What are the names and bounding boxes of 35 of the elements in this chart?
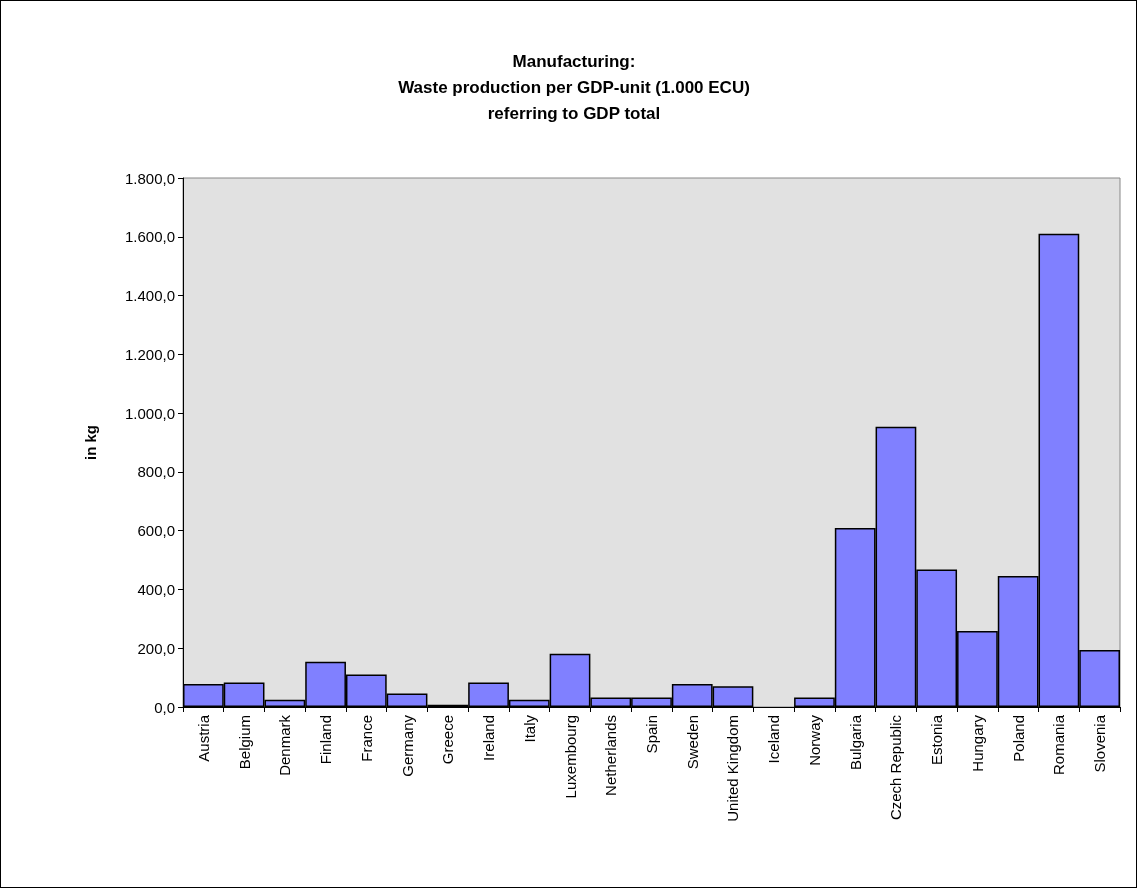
y-tick-label: 1.400,0 xyxy=(124,287,175,305)
x-tick-label: Germany xyxy=(398,714,416,777)
x-tick-label: Luxembourg xyxy=(561,715,579,799)
y-tick-label: 1.000,0 xyxy=(124,404,175,422)
x-tick-label: France xyxy=(357,715,375,762)
y-tick-label: 1.200,0 xyxy=(124,345,175,363)
y-tick-label: 0,0 xyxy=(154,698,175,716)
x-tick-label: Poland xyxy=(1009,715,1027,762)
x-tick-label: Iceland xyxy=(765,715,783,764)
y-axis-title: in kg xyxy=(82,424,99,461)
x-tick-label: Bulgaria xyxy=(846,714,864,771)
x-tick-label: Hungary xyxy=(968,714,986,772)
x-tick-label: Czech Republic xyxy=(887,714,905,821)
x-tick-label: United Kingdom xyxy=(724,715,742,822)
y-tick-label: 800,0 xyxy=(137,463,175,481)
x-tick-label: Ireland xyxy=(480,715,498,761)
x-tick-label: Romania xyxy=(1050,714,1068,776)
x-tick-label: Spain xyxy=(643,715,660,754)
x-tick-label: Netherlands xyxy=(602,715,620,796)
x-tick-label: Finland xyxy=(317,715,335,765)
chart-title: Manufacturing: Waste production per GDP-unit (1.000 ECU) referring to GDP total xyxy=(398,51,750,123)
x-tick-label: Slovenia xyxy=(1091,714,1109,773)
y-tick-label: 1.600,0 xyxy=(124,228,175,246)
x-tick-label: Belgium xyxy=(235,715,253,770)
x-tick-label: Denmark xyxy=(276,714,294,776)
x-tick-label: Austria xyxy=(194,714,212,762)
x-tick-label: Norway xyxy=(805,714,823,766)
x-tick-label: Sweden xyxy=(683,715,701,770)
x-tick-label: Italy xyxy=(520,714,538,743)
y-tick-label: 1.800,0 xyxy=(124,169,175,187)
y-tick-label: 600,0 xyxy=(137,522,175,540)
y-tick-label: 200,0 xyxy=(137,639,175,657)
x-tick-label: Greece xyxy=(439,715,457,765)
y-tick-label: 400,0 xyxy=(137,580,175,598)
x-tick-label: Estonia xyxy=(928,714,946,766)
